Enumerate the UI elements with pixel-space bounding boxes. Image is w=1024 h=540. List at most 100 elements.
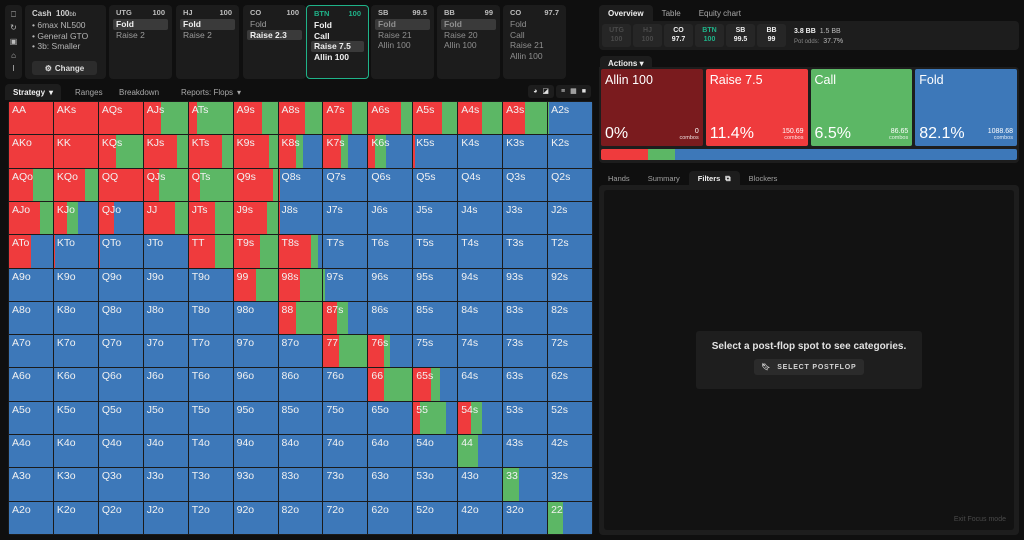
hand-cell[interactable]: Q2o (98, 501, 143, 534)
hand-cell[interactable]: T9s (233, 235, 278, 268)
tab-equity-chart[interactable]: Equity chart (698, 9, 741, 18)
hand-cell[interactable]: AJs (143, 102, 188, 135)
hand-cell[interactable]: 97s (323, 268, 368, 301)
hand-cell[interactable]: 32o (503, 501, 548, 534)
hand-cell[interactable]: A5o (9, 401, 53, 435)
position-card-bb[interactable]: BB 99 Fold Raise 20 Allin 100 (437, 5, 500, 79)
tab-reports-flops[interactable]: Reports: Flops ▾ (173, 84, 249, 100)
hand-cell[interactable]: 42s (548, 435, 592, 468)
hand-cell[interactable]: 82s (548, 301, 592, 335)
config-card[interactable]: Cash 100bb • 6max NL500 • General GTO • 3b… (25, 5, 106, 79)
hand-cell[interactable]: A2s (548, 102, 592, 135)
hand-cell[interactable]: K5o (53, 401, 98, 435)
hand-cell[interactable]: 54s (458, 401, 503, 435)
position-card-hj[interactable]: HJ 100 Fold Raise 2 (176, 5, 239, 79)
hand-cell[interactable]: AQs (98, 102, 143, 135)
hand-cell[interactable]: T5s (413, 235, 458, 268)
hand-cell[interactable]: 33 (503, 468, 548, 501)
hand-cell[interactable]: QQ (98, 168, 143, 201)
hand-cell[interactable]: K7s (323, 135, 368, 168)
hand-cell[interactable]: A4s (458, 102, 503, 135)
hand-cell[interactable]: ATs (188, 102, 233, 135)
hand-cell[interactable]: Q4o (98, 435, 143, 468)
hand-cell[interactable]: 87o (278, 335, 323, 368)
action-option[interactable]: Fold (180, 19, 235, 30)
hand-cell[interactable]: K7o (53, 335, 98, 368)
action-option[interactable]: Raise 2 (183, 29, 212, 40)
contrast-icon[interactable]: ◪ (542, 88, 550, 95)
action-card-fold[interactable]: Fold 82.1% 1088.68 combos (915, 69, 1017, 146)
hand-cell[interactable]: Q4s (458, 168, 503, 201)
hand-cell[interactable]: 52s (548, 401, 592, 435)
seat-sb[interactable]: SB 99.5 (726, 24, 755, 47)
hand-cell[interactable]: 53o (413, 468, 458, 501)
hand-cell[interactable]: 62s (548, 368, 592, 401)
hand-cell[interactable]: 96o (233, 368, 278, 401)
action-card-call[interactable]: Call 6.5% 86.65 combos (810, 69, 913, 146)
hand-cell[interactable]: Q6o (98, 368, 143, 401)
hand-cell[interactable]: A5s (413, 102, 458, 135)
hand-cell[interactable]: 85o (278, 401, 323, 435)
hand-cell[interactable]: K2s (548, 135, 592, 168)
hand-cell[interactable]: A6o (9, 368, 53, 401)
action-card-raise[interactable]: Raise 7.5 11.4% 150.69 combos (705, 69, 808, 146)
hand-cell[interactable]: T3s (503, 235, 548, 268)
refresh-icon[interactable]: ↻ (10, 23, 17, 33)
hand-cell[interactable]: K9o (53, 268, 98, 301)
hand-cell[interactable]: K9s (233, 135, 278, 168)
hand-cell[interactable]: Q7s (323, 168, 368, 201)
hand-cell[interactable]: 22 (548, 501, 592, 534)
action-option[interactable]: Allin 100 (510, 50, 543, 61)
hand-cell[interactable]: 53s (503, 401, 548, 435)
action-option[interactable]: Raise 7.5 (311, 41, 364, 52)
hand-cell[interactable]: Q7o (98, 335, 143, 368)
tab-filters[interactable]: Filters ⧉ (688, 171, 740, 185)
hand-cell[interactable]: T8o (188, 301, 233, 335)
hand-cell[interactable]: T6o (188, 368, 233, 401)
hand-cell[interactable]: KK (53, 135, 98, 168)
hand-cell[interactable]: Q9o (98, 268, 143, 301)
hand-cell[interactable]: TT (188, 235, 233, 268)
hand-cell[interactable]: A2o (9, 501, 53, 534)
tab-table[interactable]: Table (661, 9, 681, 18)
bookmark-icon[interactable]: ⎕ (11, 9, 16, 19)
hand-cell[interactable]: JJ (143, 201, 188, 235)
hand-cell[interactable]: QJo (98, 201, 143, 235)
hand-cell[interactable]: J4o (143, 435, 188, 468)
exit-focus-mode-link[interactable]: Exit Focus mode (953, 516, 1006, 523)
action-option[interactable]: Fold (510, 19, 527, 29)
hand-cell[interactable]: 83s (503, 301, 548, 335)
action-option[interactable]: Fold (113, 19, 168, 30)
action-card-allin[interactable]: Allin 100 0% 0 combos (601, 69, 703, 146)
hand-cell[interactable]: QJs (143, 168, 188, 201)
hand-cell[interactable]: 86s (368, 301, 413, 335)
hand-cell[interactable]: T7o (188, 335, 233, 368)
hand-cell[interactable]: AKo (9, 135, 53, 168)
hand-cell[interactable]: J4s (458, 201, 503, 235)
hand-cell[interactable]: 85s (413, 301, 458, 335)
hand-cell[interactable]: 99 (233, 268, 278, 301)
hand-cell[interactable]: Q2s (548, 168, 592, 201)
seat-bb[interactable]: BB 99 (757, 24, 786, 47)
hand-cell[interactable]: K3o (53, 468, 98, 501)
hand-cell[interactable]: 93s (503, 268, 548, 301)
tab-summary[interactable]: Summary (639, 171, 689, 185)
hand-cell[interactable]: 72o (323, 501, 368, 534)
hand-cell[interactable]: K3s (503, 135, 548, 168)
hand-cell[interactable]: 84o (278, 435, 323, 468)
hand-cell[interactable]: K4s (458, 135, 503, 168)
square-icon[interactable]: ■ (581, 88, 586, 95)
text-cursor-icon[interactable]: I (12, 64, 15, 74)
action-option[interactable]: Call (314, 30, 330, 41)
hand-cell[interactable]: AKs (53, 102, 98, 135)
hand-cell[interactable]: 74o (323, 435, 368, 468)
select-postflop-button[interactable]: 🔖︎ SELECT POSTFLOP (753, 359, 865, 375)
hand-cell[interactable]: 95o (233, 401, 278, 435)
hand-cell[interactable]: K6o (53, 368, 98, 401)
hand-cell[interactable]: T5o (188, 401, 233, 435)
hand-cell[interactable]: Q9s (233, 168, 278, 201)
hand-cell[interactable]: J5s (413, 201, 458, 235)
hand-cell[interactable]: 73s (503, 335, 548, 368)
hand-cell[interactable]: J3o (143, 468, 188, 501)
hand-cell[interactable]: T9o (188, 268, 233, 301)
